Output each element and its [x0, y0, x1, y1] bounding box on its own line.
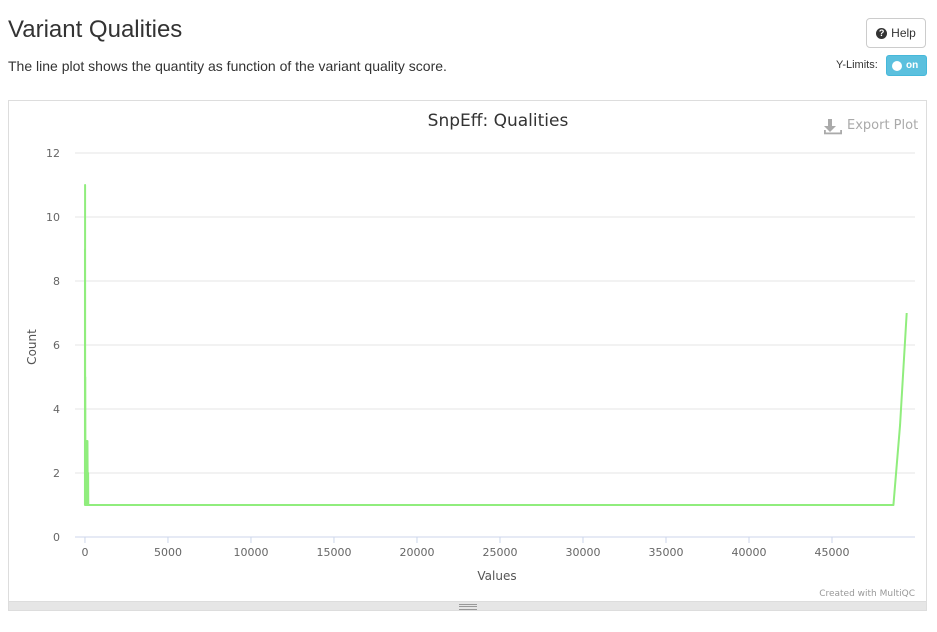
series-line-0[interactable]: [83, 184, 908, 506]
x-tick-label: 30000: [565, 546, 600, 559]
x-tick-label: 45000: [814, 546, 849, 559]
y-limits-label: Y-Limits:: [836, 59, 878, 71]
x-tick-label: 10000: [233, 546, 268, 559]
y-tick-label: 12: [46, 147, 60, 160]
credit-text: Created with MultiQC: [819, 589, 915, 599]
chart-title: SnpEff: Qualities: [428, 111, 569, 131]
y-tick-label: 2: [53, 467, 60, 480]
y-tick-label: 8: [53, 275, 60, 288]
y-tick-label: 6: [53, 339, 60, 352]
chart-resize-handle[interactable]: [8, 601, 927, 611]
help-button-label: Help: [891, 26, 916, 40]
export-plot-button[interactable]: Export Plot: [824, 118, 918, 135]
x-tick-label: 20000: [399, 546, 434, 559]
help-button[interactable]: ? Help: [866, 18, 926, 48]
download-icon: [824, 119, 842, 135]
question-circle-icon: ?: [876, 27, 888, 39]
y-tick-label: 0: [53, 531, 60, 544]
grip-icon: [459, 604, 477, 610]
x-tick-label: 25000: [482, 546, 517, 559]
series-group: [83, 184, 908, 506]
x-tick-label: 0: [81, 546, 88, 559]
toggle-knob: [892, 60, 902, 71]
x-tick-label: 35000: [648, 546, 683, 559]
qualities-line-chart: SnpEff: Qualities Export Plot 024681012 …: [25, 111, 918, 599]
x-tick-label: 5000: [154, 546, 182, 559]
chart-container: SnpEff: Qualities Export Plot 0 2 4 6 8 10 12 …: [8, 100, 927, 602]
x-tick-label: 40000: [731, 546, 766, 559]
y-axis-label: Count: [25, 329, 39, 365]
export-plot-label: Export Plot: [847, 118, 918, 133]
page-title: Variant Qualities: [8, 16, 183, 43]
x-axis-label: Values: [477, 569, 516, 583]
x-tick-label: 15000: [316, 546, 351, 559]
grid-lines: [75, 152, 915, 474]
y-tick-label: 4: [53, 403, 60, 416]
page-description: The line plot shows the quantity as func…: [8, 58, 447, 74]
y-tick-label: 10: [46, 211, 60, 224]
y-axis-ticks: 0 2 4 6 8 10 12: [46, 147, 60, 544]
y-limits-toggle[interactable]: on: [886, 55, 927, 76]
toggle-label: on: [906, 60, 919, 71]
x-axis-ticks: 0 5000 10000 15000 20000 25000 30000 35000 40000…: [81, 537, 849, 559]
